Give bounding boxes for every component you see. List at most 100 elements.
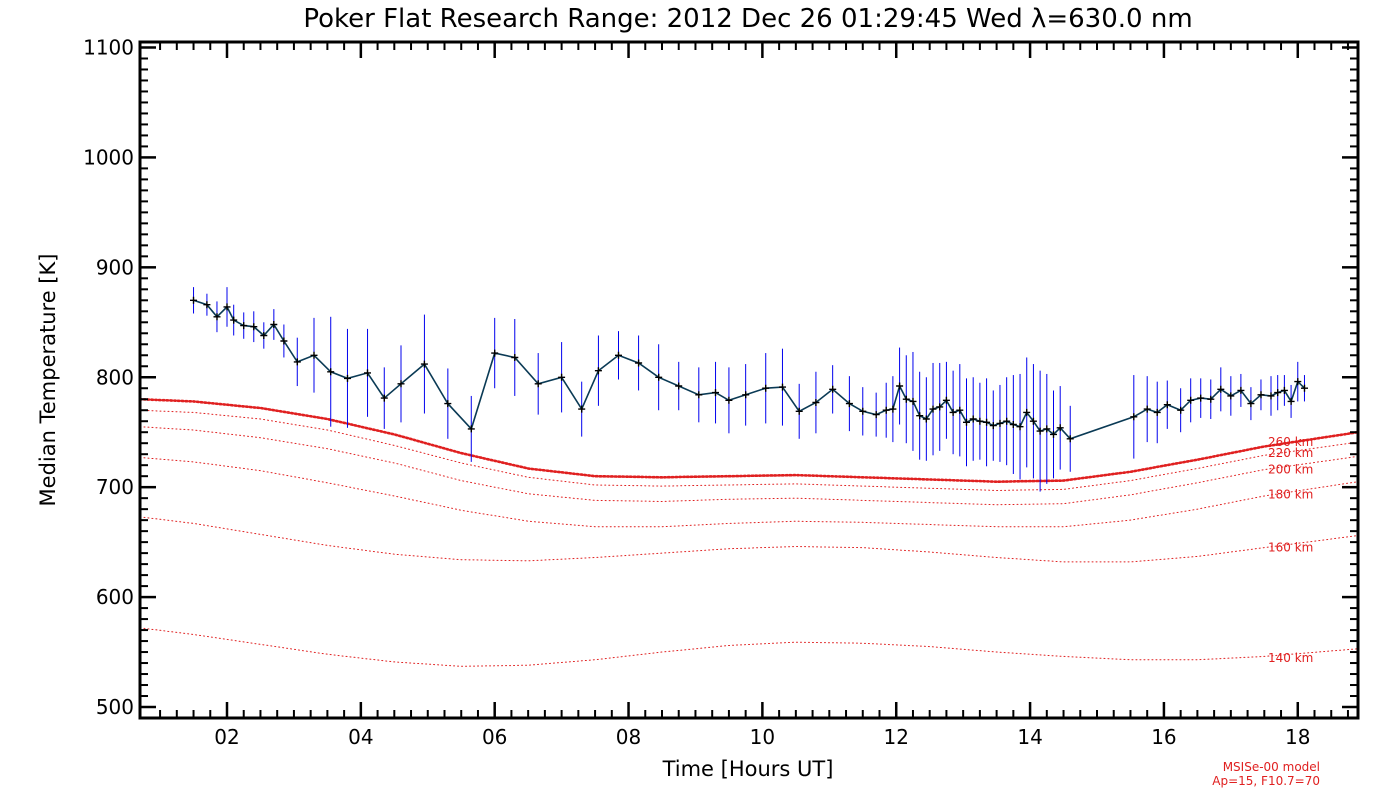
x-tick-label: 14 (1017, 725, 1042, 749)
model-curve-220-km: 220 km (139, 409, 1359, 492)
data-point (1029, 417, 1037, 425)
data-point (1130, 413, 1138, 421)
data-point (675, 382, 683, 390)
model-label: 160 km (1268, 541, 1313, 555)
model-note-line-1: MSISe-00 model (1223, 760, 1320, 774)
model-line (139, 516, 1359, 563)
data-point (1294, 378, 1302, 386)
data-point (578, 405, 586, 413)
data-point (1163, 401, 1171, 409)
data-point (916, 412, 924, 420)
model-label: 200 km (1268, 462, 1313, 476)
y-tick-label: 600 (96, 585, 134, 609)
data-point (859, 407, 867, 415)
data-point (1301, 384, 1308, 392)
model-note-line-2: Ap=15, F10.7=70 (1212, 774, 1320, 788)
data-point (949, 408, 957, 416)
data-point (444, 400, 452, 408)
data-point (1207, 395, 1215, 403)
data-point (896, 382, 904, 390)
data-point (1153, 408, 1161, 416)
x-tick-label: 08 (616, 725, 641, 749)
model-line (138, 397, 1360, 484)
data-point (909, 397, 917, 405)
data-point (1187, 396, 1195, 404)
data-point (922, 415, 930, 423)
data-point (420, 360, 428, 368)
data-point (762, 384, 770, 392)
plot-frame (138, 40, 1360, 720)
data-point (829, 385, 837, 393)
data-point (213, 313, 221, 321)
y-tick-label: 900 (96, 255, 134, 279)
data-markers (190, 296, 1308, 443)
x-axis-label: Time [Hours UT] (662, 757, 834, 781)
data-point (956, 406, 964, 414)
model-label: 180 km (1268, 487, 1313, 501)
data-point (1016, 423, 1024, 431)
data-point (936, 403, 944, 411)
x-tick-label: 06 (482, 725, 507, 749)
data-point (969, 415, 977, 423)
data-point (1227, 392, 1235, 400)
y-tick-label: 500 (96, 695, 134, 719)
data-point (1267, 392, 1275, 400)
x-tick-label: 16 (1151, 725, 1176, 749)
data-point (655, 373, 663, 381)
data-point (1009, 421, 1017, 428)
data-point (467, 425, 475, 433)
x-tick-label: 02 (214, 725, 239, 749)
data-point (1247, 400, 1255, 408)
chart-title: Poker Flat Research Range: 2012 Dec 26 0… (303, 4, 1192, 34)
data-point (695, 391, 703, 399)
data-point (615, 351, 622, 359)
x-tick-label: 10 (750, 725, 775, 749)
data-point (534, 380, 542, 388)
data-point (380, 394, 388, 402)
data-point (635, 359, 643, 367)
data-point (203, 301, 211, 309)
y-axis-label: Median Temperature [K] (36, 254, 60, 507)
data-point (902, 395, 910, 403)
model-line (139, 457, 1359, 528)
data-point (1257, 391, 1265, 399)
model-line (139, 627, 1359, 667)
data-point (742, 391, 750, 399)
data-point (223, 303, 231, 311)
x-tick-label: 12 (884, 725, 909, 749)
axes: 500 600 700 800 900 1000 1100 02 04 06 08 10 12 14 16 1… (83, 35, 1358, 749)
data-point (795, 407, 803, 415)
data-point (293, 358, 301, 366)
x-tick-label: 18 (1285, 725, 1310, 749)
model-line (139, 426, 1359, 506)
data-point (260, 332, 268, 339)
data-point (511, 354, 519, 361)
data-point (779, 383, 786, 391)
data-point (889, 405, 897, 413)
data-point (963, 418, 970, 426)
x-tick-label: 04 (348, 725, 373, 749)
data-point (240, 322, 248, 330)
data-point (872, 411, 880, 419)
y-tick-label: 700 (96, 475, 134, 499)
data-point (397, 380, 405, 388)
data-point (882, 406, 890, 414)
measured-series (190, 287, 1308, 492)
error-bars (193, 287, 1305, 492)
data-point (1197, 394, 1205, 402)
model-curve-180-km: 180 km (139, 457, 1359, 528)
data-point (1050, 430, 1057, 438)
model-label: 220 km (1268, 446, 1313, 460)
model-label: 140 km (1268, 651, 1313, 665)
model-line (139, 409, 1359, 492)
y-tick-label: 1100 (83, 35, 134, 59)
data-point (1056, 424, 1064, 432)
data-point (1003, 417, 1011, 425)
data-point (1066, 435, 1074, 443)
data-point (1023, 408, 1031, 416)
data-point (344, 374, 351, 382)
data-point (989, 422, 997, 430)
y-tick-label: 800 (96, 365, 134, 389)
data-point (230, 316, 238, 324)
